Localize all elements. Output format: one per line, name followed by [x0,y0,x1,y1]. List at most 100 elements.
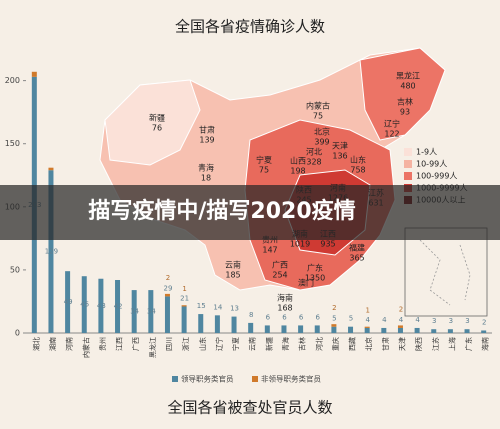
y-tick-label: 150 [5,139,20,148]
province-value: 168 [277,304,292,313]
bar [264,325,270,333]
x-tick-label: 重庆 [331,337,340,351]
province-name: 天津 [332,141,348,151]
value-label: 2 [332,304,336,312]
x-tick-label: 河北 [315,337,323,351]
province-value: 122 [384,130,399,139]
legend-swatch [172,376,178,382]
bar-segment [331,324,337,327]
map-region [104,79,201,166]
x-tick-label: 甘肃 [381,337,390,351]
bar [115,280,121,333]
bar [231,316,237,333]
value-label: 34 [130,308,139,316]
value-label: 13 [230,305,239,313]
legend-label: 1-9人 [416,148,437,157]
x-tick-label: 湖南 [48,337,57,351]
province-name: 青海 [198,163,214,173]
x-tick-label: 浙江 [181,337,190,351]
value-label: 2 [166,274,170,282]
bar [98,278,104,333]
y-tick-label: 200 [5,76,20,85]
bar-segment [397,325,403,328]
province-name: 广东 [307,263,323,273]
province-value: 758 [350,166,365,175]
x-tick-label: 青海 [281,337,290,351]
bar [314,325,320,333]
bar [331,326,337,333]
province-name: 黑龙江 [396,71,420,81]
x-tick-label: 上海 [447,337,456,351]
province-value: 76 [152,124,162,133]
value-label: 6 [282,313,287,321]
province-name: 山东 [350,155,366,165]
legend-label: 10-99人 [416,160,447,169]
value-label: 6 [299,313,304,321]
province-name: 新疆 [149,113,165,123]
province-value: 18 [201,174,211,183]
value-label: 45 [80,301,89,309]
value-label: 6 [316,313,321,321]
province-value: 147 [262,246,277,255]
bar [131,290,137,333]
south-sea-inset [404,227,488,317]
bar [348,326,354,333]
bar-segment [181,305,187,307]
value-label: 43 [97,302,106,310]
x-tick-label: 北京 [364,337,373,351]
province-value: 93 [400,108,410,117]
x-tick-label: 江西 [116,337,124,351]
x-tick-label: 宁夏 [231,337,240,351]
province-value: 75 [259,166,269,175]
province-value: 365 [349,254,364,263]
province-name: 北京 [314,127,330,137]
value-label: 1 [365,307,369,315]
bar [214,315,220,333]
x-tick-label: 西藏 [348,337,357,351]
map-title: 全国各省疫情确诊人数 [175,18,325,36]
legend-swatch [404,172,412,180]
value-label: 29 [164,284,173,292]
bar [397,327,403,333]
bar [48,170,54,333]
value-label: 49 [64,298,73,306]
value-label: 3 [432,317,436,325]
province-name: 云南 [225,260,241,270]
bar [298,325,304,333]
x-tick-label: 广东 [464,337,473,351]
banner-text: 描写疫情中/描写2020疫情 [88,198,355,224]
province-value: 328 [306,158,321,167]
value-label: 2 [482,318,486,326]
province-value: 935 [320,240,335,249]
legend-swatch [252,376,258,382]
y-tick-label: 50 [10,265,20,274]
province-value: 399 [314,138,329,147]
x-tick-label: 湖北 [31,337,40,351]
value-label: 5 [332,315,336,323]
x-tick-label: 云南 [248,337,257,351]
province-value: 480 [400,82,415,91]
bar [164,296,170,333]
x-tick-label: 贵州 [98,337,107,351]
province-value: 254 [272,271,287,280]
x-tick-label: 四川 [165,337,173,351]
province-value: 136 [332,152,347,161]
province-value: 1350 [305,274,325,283]
x-tick-label: 江苏 [431,337,440,351]
province-name: 甘肃 [199,125,215,135]
value-label: 1 [182,285,186,293]
province-name: 吉林 [397,97,413,107]
province-name: 福建 [349,243,365,253]
bar [481,330,487,333]
province-name: 广西 [272,260,288,270]
value-label: 4 [399,316,404,324]
value-label: 129 [45,248,58,256]
banner-band [0,185,500,240]
bar [148,290,154,333]
province-name: 辽宁 [384,119,400,129]
bar-segment [364,326,370,328]
legend-label: 领导职务类官员 [181,374,234,384]
bar [464,329,470,333]
value-label: 34 [147,308,156,316]
